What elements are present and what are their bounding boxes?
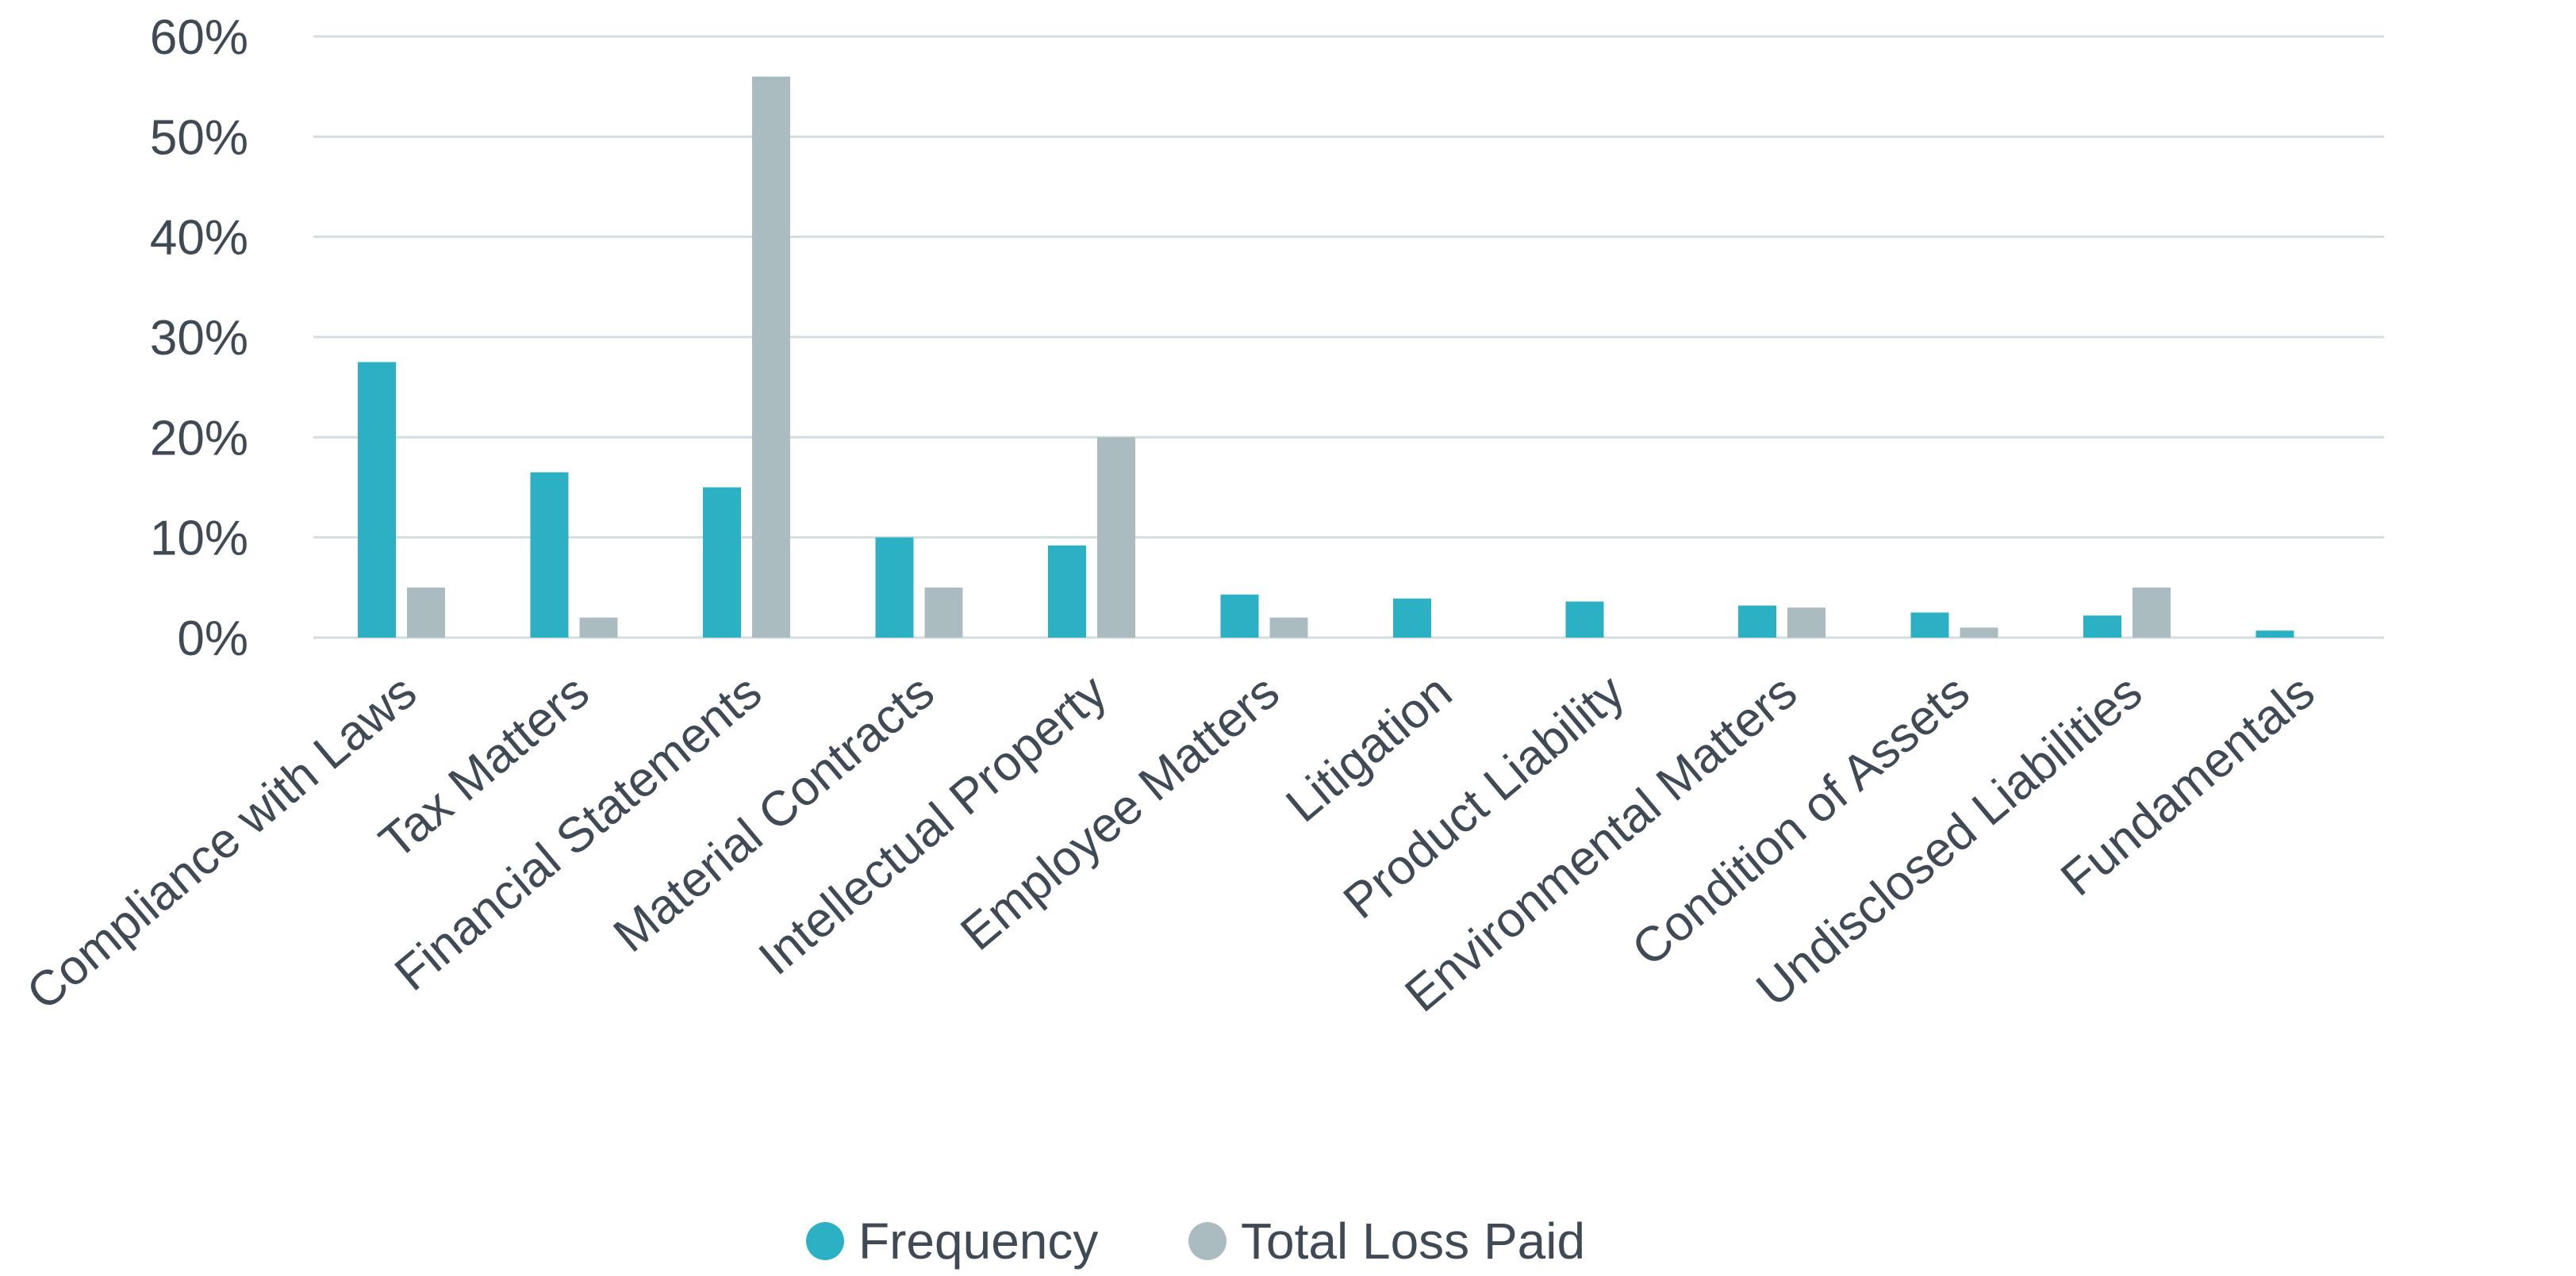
y-tick-label: 50% [150,110,248,165]
bar-total-loss-paid [1269,617,1308,638]
bar-frequency [703,487,741,638]
legend-swatch [806,1222,844,1260]
bar-total-loss-paid [579,617,618,638]
bar-frequency [1220,594,1259,638]
x-tick-label: Material Contracts [604,665,945,963]
bar-total-loss-paid [1097,437,1135,638]
y-tick-label: 0% [177,611,248,666]
bars [358,76,2294,638]
legend-label: Total Loss Paid [1241,1213,1585,1270]
bar-frequency [2255,630,2294,638]
y-tick-label: 20% [150,411,248,466]
bar-total-loss-paid [2133,587,2171,638]
legend: Frequency Total Loss Paid [806,1213,1585,1270]
x-tick-label: Employee Matters [950,665,1289,961]
bar-frequency [530,472,569,638]
bar-total-loss-paid [407,587,445,638]
gridlines [313,35,2384,639]
bar-frequency [1910,612,1949,638]
bar-frequency [1738,605,1776,638]
y-axis-ticks: 0% 10% 20% 30% 40% 50% 60% [150,10,248,666]
y-tick-label: 30% [150,311,248,366]
bar-total-loss-paid [1960,627,1998,638]
y-tick-label: 60% [150,10,248,65]
legend-swatch [1188,1222,1227,1260]
bar-frequency [1393,598,1431,638]
bar-total-loss-paid [924,587,963,638]
bar-total-loss-paid [752,76,790,638]
bar-frequency [1048,545,1086,638]
y-tick-label: 10% [150,512,248,566]
legend-label: Frequency [858,1213,1098,1270]
bar-frequency [875,537,914,638]
bar-frequency [1565,601,1604,638]
bar-frequency [2083,615,2121,638]
y-tick-label: 40% [150,211,248,266]
bar-frequency [358,362,396,638]
bar-total-loss-paid [1787,607,1825,638]
x-tick-label: Compliance with Laws [17,665,427,1021]
